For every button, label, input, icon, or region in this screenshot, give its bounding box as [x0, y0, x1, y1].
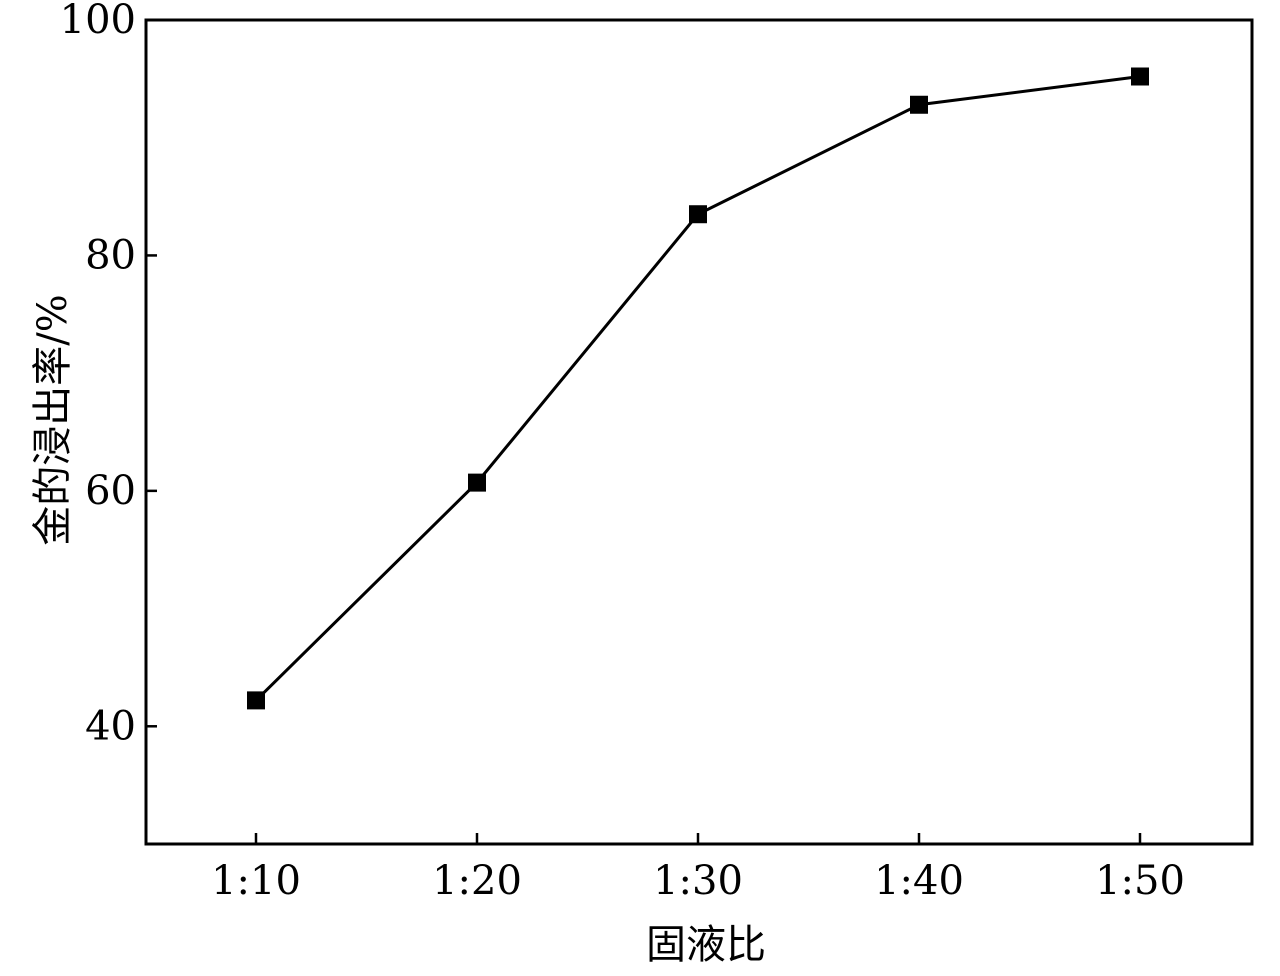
x-tick-label: 1:10 [211, 858, 301, 904]
x-tick-label: 1:30 [653, 858, 743, 904]
x-tick-label: 1:20 [432, 858, 522, 904]
data-point-marker [468, 473, 486, 492]
y-tick-label: 40 [85, 703, 136, 749]
data-point-marker [689, 205, 707, 224]
x-tick-label: 1:50 [1095, 858, 1185, 904]
y-tick-label: 100 [60, 0, 136, 43]
series-layer [247, 67, 1149, 710]
x-axis: 1:10 1:20 1:30 1:40 1:50 [211, 833, 1185, 904]
plot-frame [144, 18, 1254, 846]
y-tick-label: 60 [85, 468, 136, 514]
data-point-marker [1131, 67, 1149, 86]
x-axis-title: 固液比 [646, 922, 766, 968]
data-point-marker [247, 691, 265, 710]
x-tick-label: 1:40 [874, 858, 964, 904]
y-axis-title: 金的浸出率/% [30, 294, 76, 545]
data-point-marker [910, 95, 928, 114]
y-tick-label: 80 [85, 232, 136, 278]
series-line [254, 75, 1141, 702]
y-axis: 40 60 80 100 [60, 0, 157, 749]
